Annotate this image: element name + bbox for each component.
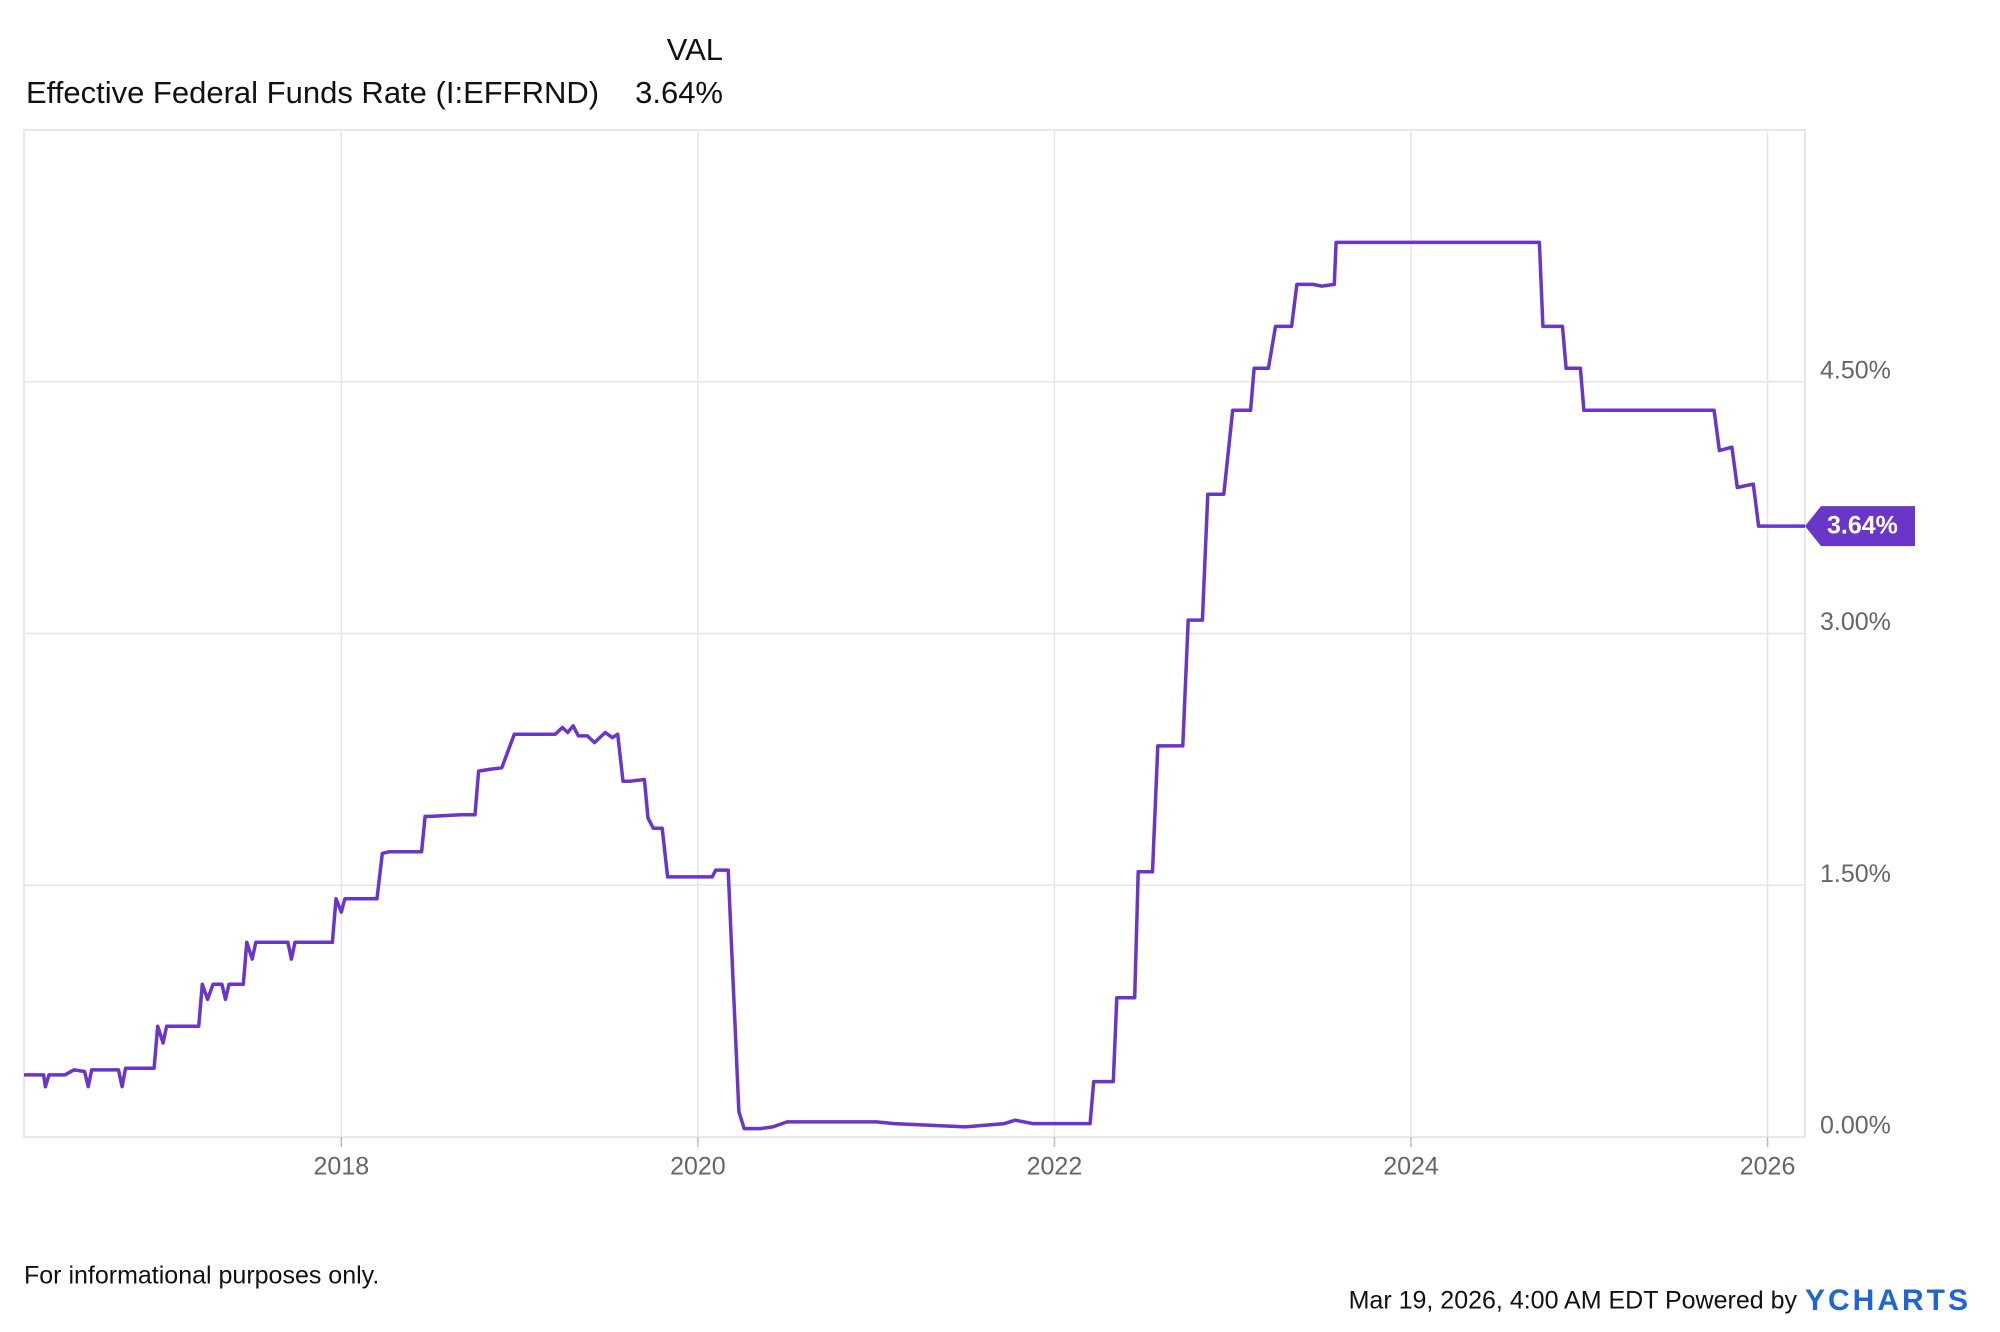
footnote: For informational purposes only.	[24, 1262, 379, 1290]
timestamp: Mar 19, 2026, 4:00 AM EDT Powered by	[1349, 1287, 1798, 1315]
legend-header: VAL	[667, 32, 723, 67]
legend-value: 3.64%	[635, 75, 723, 110]
y-tick-label: 0.00%	[1820, 1112, 1891, 1140]
brand-logo: YCHARTS	[1805, 1284, 1971, 1317]
x-tick-label: 2018	[314, 1153, 370, 1181]
y-tick-label: 3.00%	[1820, 608, 1891, 636]
legend-name: Effective Federal Funds Rate (I:EFFRND)	[26, 75, 599, 110]
value-badge	[1805, 506, 1915, 547]
x-tick-label: 2022	[1027, 1153, 1083, 1181]
y-tick-label: 4.50%	[1820, 356, 1891, 384]
x-tick-label: 2024	[1383, 1153, 1439, 1181]
x-tick-label: 2020	[670, 1153, 726, 1181]
series-line	[24, 240, 1805, 1131]
value-badge-label: 3.64%	[1827, 512, 1898, 540]
x-tick-label: 2026	[1740, 1153, 1796, 1181]
y-tick-label: 1.50%	[1820, 860, 1891, 888]
